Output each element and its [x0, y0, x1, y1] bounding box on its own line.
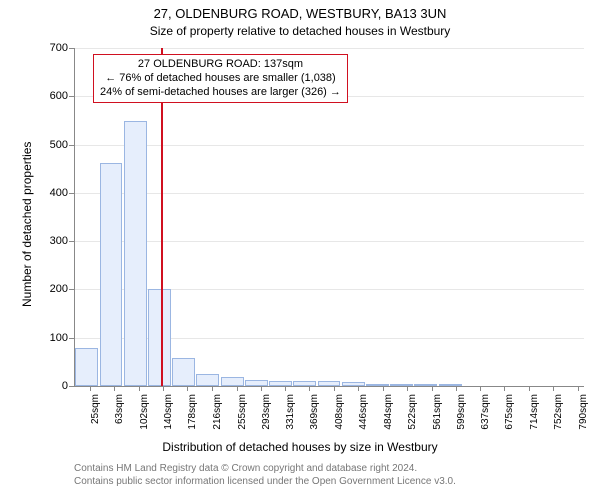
attribution-footer: Contains HM Land Registry data © Crown c…: [74, 462, 456, 488]
y-tick-mark: [69, 193, 74, 194]
x-tick-label: 140sqm: [163, 394, 174, 444]
histogram-bar: [342, 382, 365, 386]
histogram-bar: [414, 384, 437, 386]
x-tick-mark: [456, 386, 457, 391]
gridline: [74, 145, 584, 146]
histogram-bar: [172, 358, 195, 386]
chart-title-address: 27, OLDENBURG ROAD, WESTBURY, BA13 3UN: [0, 6, 600, 21]
footer-line-1: Contains HM Land Registry data © Crown c…: [74, 462, 456, 475]
x-tick-label: 255sqm: [237, 394, 248, 444]
histogram-bar: [269, 381, 292, 386]
x-tick-label: 369sqm: [309, 394, 320, 444]
y-tick-label: 0: [42, 380, 68, 392]
histogram-bar: [124, 121, 147, 386]
x-tick-label: 63sqm: [114, 394, 125, 444]
histogram-bar: [318, 381, 341, 386]
x-tick-mark: [187, 386, 188, 391]
footer-line-2: Contains public sector information licen…: [74, 475, 456, 488]
histogram-bar: [75, 348, 98, 386]
x-tick-mark: [309, 386, 310, 391]
x-tick-label: 637sqm: [480, 394, 491, 444]
y-tick-mark: [69, 338, 74, 339]
x-tick-mark: [553, 386, 554, 391]
x-tick-mark: [237, 386, 238, 391]
x-tick-label: 102sqm: [139, 394, 150, 444]
chart-subtitle: Size of property relative to detached ho…: [0, 24, 600, 38]
histogram-bar: [100, 163, 123, 386]
histogram-bar: [148, 289, 171, 386]
x-tick-label: 446sqm: [358, 394, 369, 444]
histogram-bar: [366, 384, 389, 386]
histogram-bar: [293, 381, 316, 386]
x-tick-mark: [480, 386, 481, 391]
x-tick-label: 790sqm: [578, 394, 589, 444]
histogram-bar: [221, 377, 244, 386]
y-tick-mark: [69, 48, 74, 49]
annotation-line-2: ← 76% of detached houses are smaller (1,…: [100, 72, 341, 86]
y-tick-mark: [69, 386, 74, 387]
x-tick-mark: [285, 386, 286, 391]
x-tick-mark: [407, 386, 408, 391]
x-tick-label: 293sqm: [261, 394, 272, 444]
y-tick-mark: [69, 145, 74, 146]
y-axis-label: Number of detached properties: [20, 142, 34, 307]
property-annotation-box: 27 OLDENBURG ROAD: 137sqm ← 76% of detac…: [93, 54, 348, 103]
x-tick-label: 675sqm: [504, 394, 515, 444]
x-tick-mark: [163, 386, 164, 391]
histogram-bar: [196, 374, 219, 386]
x-tick-mark: [261, 386, 262, 391]
x-tick-mark: [504, 386, 505, 391]
x-tick-mark: [432, 386, 433, 391]
x-tick-mark: [383, 386, 384, 391]
y-tick-label: 100: [42, 332, 68, 344]
annotation-line-3: 24% of semi-detached houses are larger (…: [100, 86, 341, 100]
y-tick-label: 300: [42, 235, 68, 247]
x-tick-mark: [358, 386, 359, 391]
y-tick-mark: [69, 289, 74, 290]
x-axis-line: [74, 386, 584, 387]
y-tick-label: 500: [42, 139, 68, 151]
x-tick-mark: [529, 386, 530, 391]
gridline: [74, 193, 584, 194]
gridline: [74, 241, 584, 242]
histogram-bar: [390, 384, 413, 386]
x-tick-label: 25sqm: [90, 394, 101, 444]
y-tick-label: 700: [42, 42, 68, 54]
y-tick-label: 400: [42, 187, 68, 199]
y-tick-mark: [69, 241, 74, 242]
x-tick-mark: [212, 386, 213, 391]
x-tick-mark: [139, 386, 140, 391]
x-tick-label: 484sqm: [383, 394, 394, 444]
x-tick-mark: [90, 386, 91, 391]
x-tick-label: 599sqm: [456, 394, 467, 444]
x-tick-label: 331sqm: [285, 394, 296, 444]
y-tick-label: 600: [42, 90, 68, 102]
x-tick-label: 178sqm: [187, 394, 198, 444]
x-tick-label: 561sqm: [432, 394, 443, 444]
histogram-bar: [439, 384, 462, 386]
y-tick-mark: [69, 96, 74, 97]
x-tick-label: 714sqm: [529, 394, 540, 444]
x-tick-label: 752sqm: [553, 394, 564, 444]
x-tick-label: 408sqm: [334, 394, 345, 444]
gridline: [74, 48, 584, 49]
x-tick-label: 522sqm: [407, 394, 418, 444]
x-tick-mark: [114, 386, 115, 391]
annotation-line-1: 27 OLDENBURG ROAD: 137sqm: [100, 58, 341, 72]
histogram-bar: [245, 380, 268, 386]
x-tick-label: 216sqm: [212, 394, 223, 444]
x-tick-mark: [334, 386, 335, 391]
y-axis-line: [74, 48, 75, 386]
x-tick-mark: [578, 386, 579, 391]
y-tick-label: 200: [42, 283, 68, 295]
